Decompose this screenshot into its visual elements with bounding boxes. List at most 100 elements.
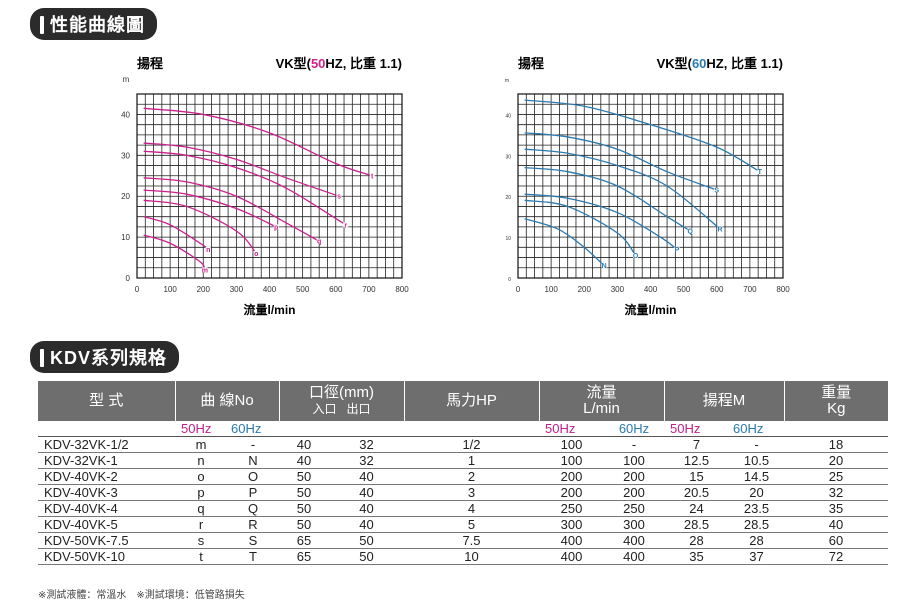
table-cell: - [604, 436, 664, 453]
performance-chart-50hz: 揚程 VK型(50HZ, 比重 1.1)m0 100 200 300 400 500 600 7… [121, 56, 409, 317]
x-axis-label: 流量l/min [624, 302, 676, 317]
x-tick-label: 400 [263, 285, 277, 294]
table-cell: 50 [279, 484, 329, 501]
table-cell: 40 [279, 436, 329, 453]
series-label-t: t [371, 173, 374, 180]
y-tick-label: 0 [126, 274, 131, 283]
x-tick-label: 500 [677, 285, 691, 294]
series-line-q [143, 177, 320, 242]
table-cell: 10.5 [729, 452, 784, 469]
series-label-P: P [675, 247, 680, 254]
title-suffix: HZ, 比重 1.1) [325, 56, 402, 71]
table-cell: 12.5 [664, 452, 729, 469]
title-suffix: HZ, 比重 1.1) [706, 56, 783, 71]
series-line-m [143, 234, 206, 271]
table-cell: 7.5 [404, 532, 539, 549]
x-tick-label: 700 [743, 285, 757, 294]
hz50-label: 50Hz [539, 421, 604, 437]
series-line-R [524, 148, 721, 230]
x-tick-label: 800 [776, 285, 790, 294]
series-line-Q [524, 166, 691, 232]
table-cell: 25 [784, 468, 888, 485]
table-row: KDV-50VK-7.5 s S 65 50 7.5 400 400 28 28 60 [38, 532, 888, 549]
series-label-q: q [317, 239, 321, 246]
x-tick-label: 600 [710, 285, 724, 294]
table-cell: 32 [784, 484, 888, 501]
hz-row: 50Hz 60Hz 50Hz 60Hz 50Hz 60Hz [38, 421, 888, 437]
y-tick-label: 10 [121, 233, 130, 242]
series-label-S: S [714, 188, 719, 195]
table-cell: 23.5 [729, 500, 784, 517]
table-cell: KDV-40VK-4 [38, 500, 175, 517]
header-model: 型 式 [38, 381, 176, 421]
table-cell: 10 [404, 548, 539, 565]
table-cell: r [175, 516, 227, 533]
header-curve: 曲 線No [175, 381, 280, 421]
table-cell: 35 [784, 500, 888, 517]
hz50-label: 50Hz [175, 421, 227, 437]
table-cell: 2 [404, 468, 539, 485]
table-cell: 40 [279, 452, 329, 469]
table-cell: 32 [329, 452, 404, 469]
table-cell: 14.5 [729, 468, 784, 485]
hz50-label: 50Hz [664, 421, 729, 437]
series-label-bg [253, 250, 259, 256]
series-label-bg [714, 187, 720, 193]
series-line-T [524, 99, 761, 173]
table-cell: 300 [604, 516, 664, 533]
series-line-p [143, 189, 277, 228]
x-tick-label: 700 [362, 285, 376, 294]
series-label-bg [757, 169, 763, 175]
table-cell: 200 [604, 468, 664, 485]
section-title-specs: KDV系列規格 [30, 341, 180, 373]
series-label-N: N [602, 263, 607, 270]
test-note: ※測試液體：常溫水 ※測試環境：低管路損失 [38, 590, 245, 601]
table-row: KDV-40VK-4 q Q 50 40 4 250 250 24 23.5 35 [38, 500, 888, 517]
table-cell: R [227, 516, 279, 533]
table-cell: n [175, 452, 227, 469]
series-line-N [524, 218, 605, 267]
table-cell: 40 [329, 484, 404, 501]
table-cell: q [175, 500, 227, 517]
x-tick-label: 800 [395, 285, 409, 294]
table-cell: KDV-40VK-3 [38, 484, 175, 501]
x-tick-label: 500 [296, 285, 310, 294]
title-hz: 60 [692, 56, 706, 71]
x-tick-label: 200 [578, 285, 592, 294]
table-cell: 20 [784, 452, 888, 469]
series-label-p: p [274, 224, 278, 231]
table-cell: 200 [539, 468, 604, 485]
series-line-s [143, 142, 340, 197]
table-cell: 7 [664, 436, 729, 453]
hz60-label: 60Hz [227, 421, 279, 437]
table-cell: 50 [329, 548, 404, 565]
x-tick-label: 0 [135, 285, 140, 294]
series-label-bg [601, 263, 607, 269]
table-cell: 100 [604, 452, 664, 469]
table-cell: 35 [664, 548, 729, 565]
x-axis-label: 流量l/min [243, 302, 295, 317]
header-hp: 馬力HP [404, 381, 540, 421]
x-tick-label: 600 [329, 285, 343, 294]
series-label-n: n [206, 247, 210, 254]
series-label-m: m [202, 267, 208, 274]
series-label-s: s [337, 194, 341, 201]
table-cell: 37 [729, 548, 784, 565]
title-prefix: VK型( [657, 56, 693, 71]
chart-title-left: 揚程 [137, 56, 163, 71]
table-cell: 1 [404, 452, 539, 469]
x-tick-label: 200 [197, 285, 211, 294]
table-cell: KDV-50VK-10 [38, 548, 175, 565]
y-tick-label: 30 [121, 151, 130, 160]
header-bore: 口徑(mm) 入口 出口 [279, 381, 405, 421]
table-cell: 65 [279, 532, 329, 549]
series-line-P [524, 193, 678, 250]
table-cell: 20 [729, 484, 784, 501]
y-tick-label: 10 [505, 236, 511, 242]
header-head: 揚程M [664, 381, 785, 421]
title-hz: 50 [311, 56, 325, 71]
table-cell: 4 [404, 500, 539, 517]
series-label-bg [674, 246, 680, 252]
table-cell: p [175, 484, 227, 501]
performance-chart-60hz: 揚程 VK型(60HZ, 比重 1.1)m0 100 200 300 400 500 600 7… [505, 56, 790, 317]
